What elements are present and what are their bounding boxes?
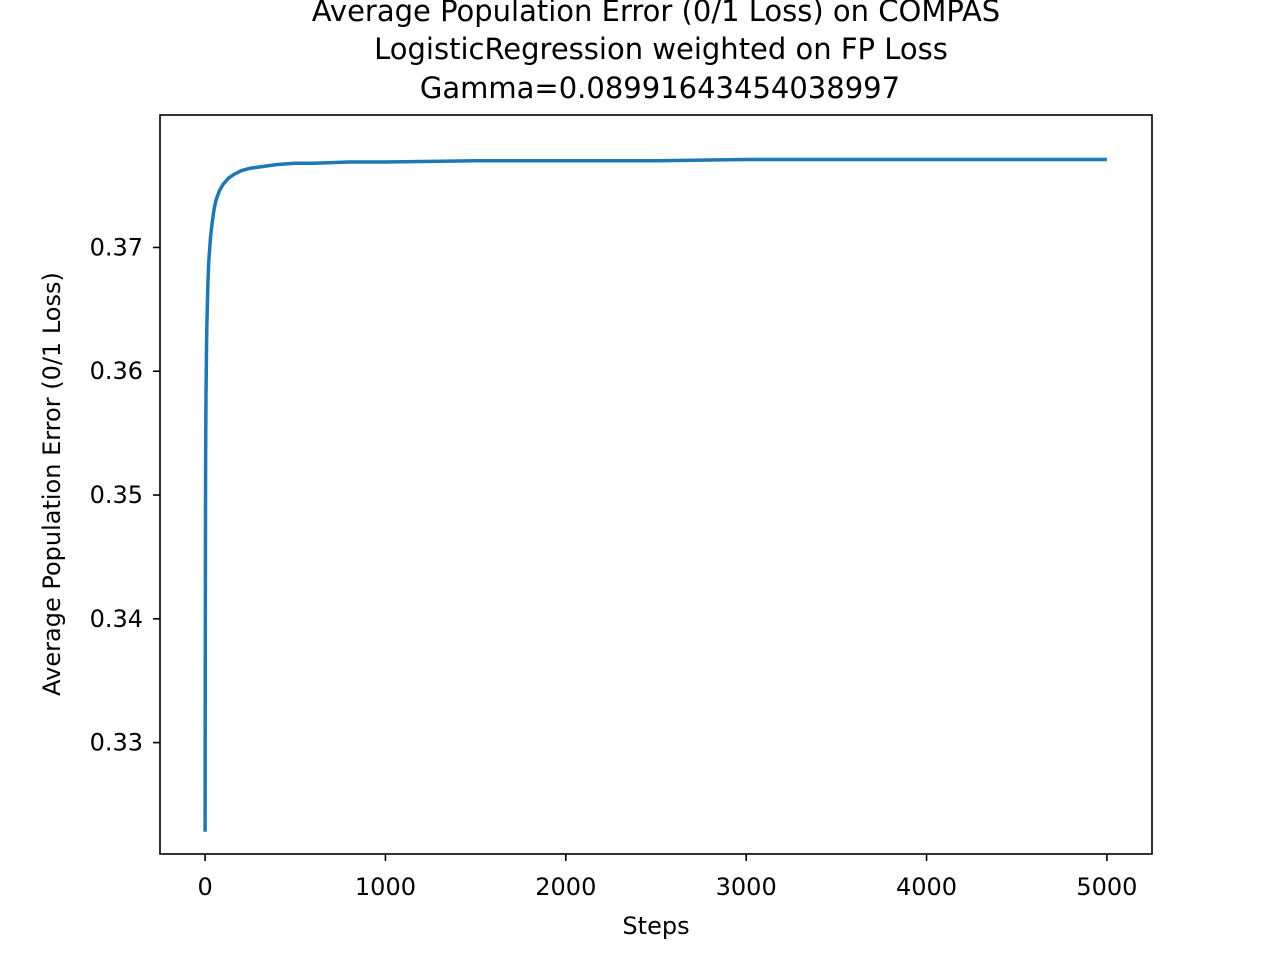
- plot-frame: [159, 114, 1153, 855]
- y-tick-label: 0.35: [90, 481, 143, 509]
- x-tick-label: 5000: [1076, 873, 1137, 901]
- series-line: [203, 157, 1107, 832]
- y-tick-label: 0.34: [90, 605, 143, 633]
- chart-subtitle-line-2: Gamma=0.08991643454038997: [420, 71, 900, 105]
- y-axis: 0.33 0.34 0.35 0.36 0.37: [90, 233, 160, 757]
- y-tick-label: 0.36: [90, 357, 143, 385]
- x-tick-label: 3000: [716, 873, 777, 901]
- y-axis-label: Average Population Error (0/1 Loss): [38, 272, 66, 696]
- y-tick-label: 0.37: [90, 233, 143, 261]
- chart-subtitle-line-1: LogisticRegression weighted on FP Loss: [374, 32, 948, 66]
- x-axis-label: Steps: [622, 912, 689, 940]
- x-tick-label: 1000: [355, 873, 416, 901]
- chart-title: Average Population Error (0/1 Loss) on C…: [312, 0, 1000, 28]
- x-axis: 0 1000 2000 3000 4000 5000: [197, 854, 1137, 901]
- y-tick-label: 0.33: [90, 729, 143, 757]
- x-tick-label: 4000: [896, 873, 957, 901]
- plot-area: [203, 157, 1107, 832]
- x-tick-label: 2000: [535, 873, 596, 901]
- x-tick-label: 0: [197, 873, 212, 901]
